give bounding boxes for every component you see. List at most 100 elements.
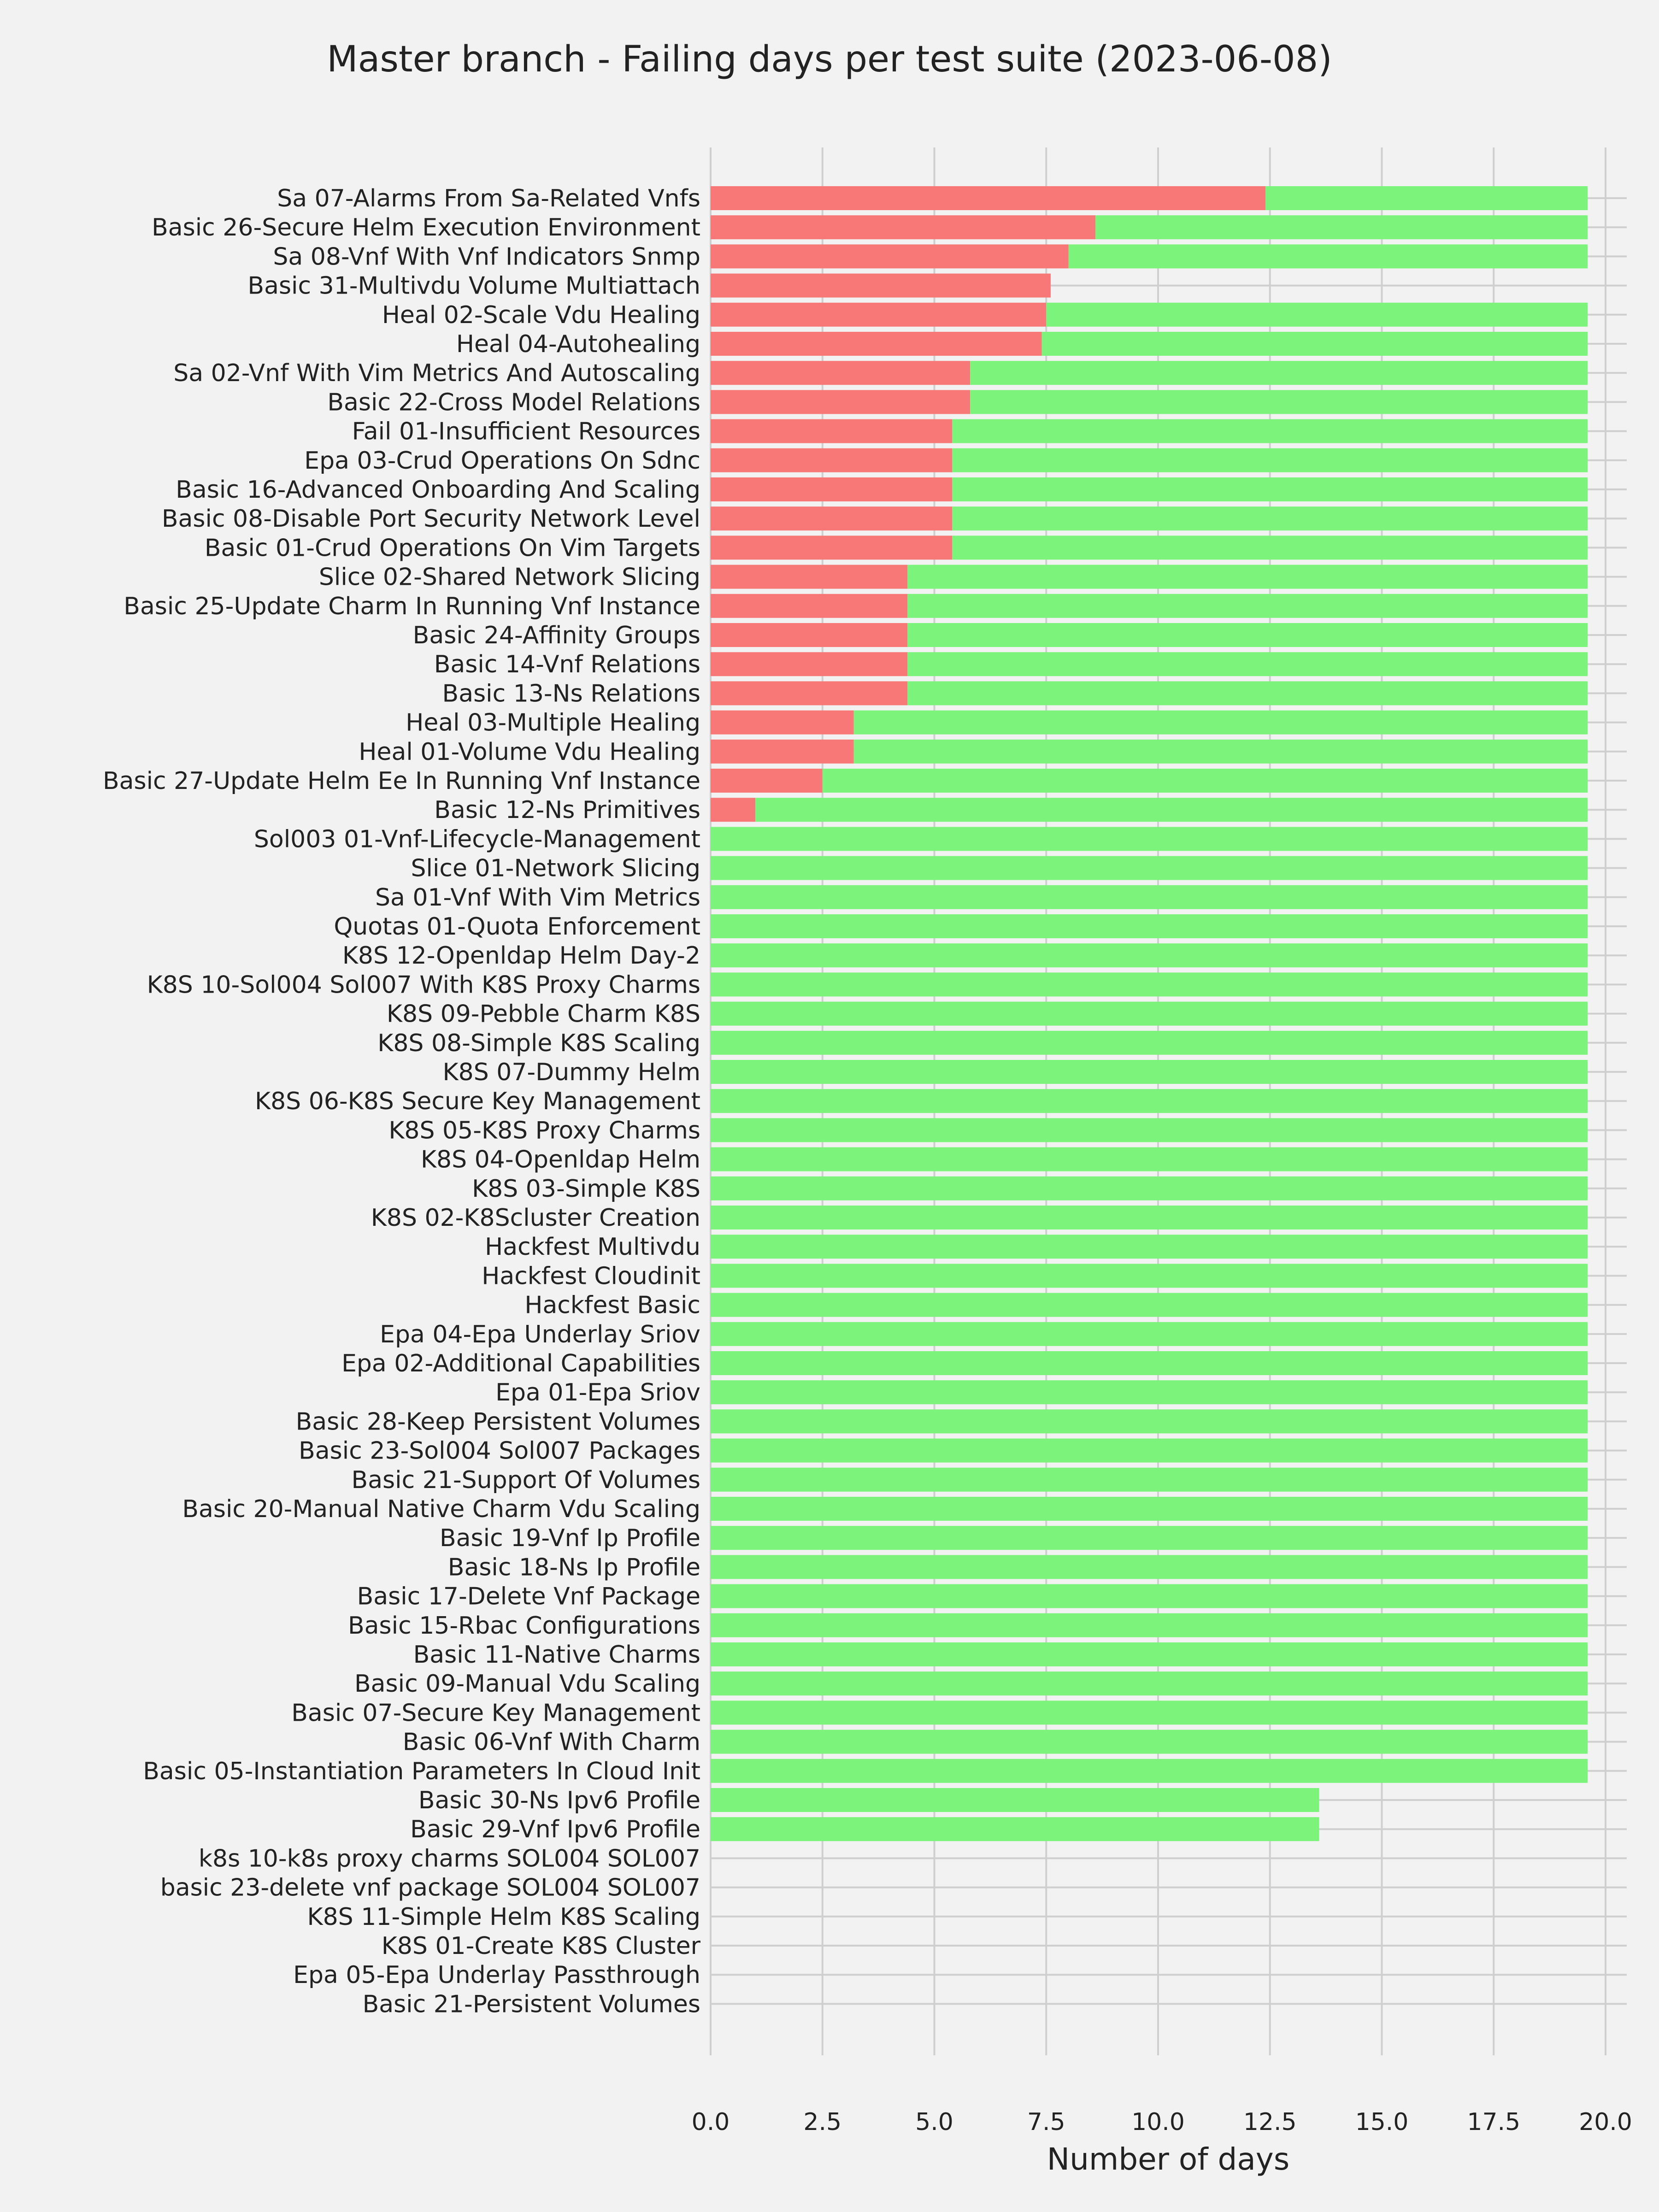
category-label: Hackfest Basic <box>524 1292 700 1319</box>
bar-failing <box>711 769 823 793</box>
x-tick-label: 20.0 <box>1579 2108 1632 2136</box>
category-label: Basic 30-Ns Ipv6 Profile <box>418 1787 700 1814</box>
bar-passing <box>755 798 1588 822</box>
bar-passing <box>952 506 1588 531</box>
bar-failing <box>711 419 953 443</box>
category-label: Slice 01-Network Slicing <box>411 855 701 882</box>
bar-failing <box>711 302 1047 327</box>
category-label: Epa 05-Epa Underlay Passthrough <box>293 1961 700 1989</box>
bar-passing <box>711 1730 1588 1754</box>
bar-failing <box>711 798 756 822</box>
bar-passing <box>711 1438 1588 1463</box>
bar-failing <box>711 361 971 385</box>
bar-failing <box>711 594 908 618</box>
category-label: Basic 13-Ns Relations <box>442 680 700 707</box>
category-label: Heal 01-Volume Vdu Healing <box>359 738 700 766</box>
bar-failing <box>711 710 854 735</box>
bar-failing <box>711 506 953 531</box>
bar-passing <box>1265 186 1588 210</box>
bar-passing <box>970 390 1588 414</box>
bar-passing <box>711 1700 1588 1725</box>
category-label: Hackfest Multivdu <box>485 1233 700 1261</box>
category-label: Heal 04-Autohealing <box>456 330 700 358</box>
bar-passing <box>711 1206 1588 1230</box>
category-label: k8s 10-k8s proxy charms SOL004 SOL007 <box>199 1845 700 1872</box>
category-label: Basic 22-Cross Model Relations <box>327 388 700 416</box>
bar-passing <box>711 1322 1588 1346</box>
bar-passing <box>711 972 1588 997</box>
category-label: K8S 10-Sol004 Sol007 With K8S Proxy Char… <box>147 971 700 999</box>
category-label: Basic 27-Update Helm Ee In Running Vnf I… <box>103 767 700 795</box>
bar-passing <box>711 885 1588 909</box>
bar-passing <box>711 943 1588 968</box>
category-label: Basic 31-Multivdu Volume Multiattach <box>247 272 700 300</box>
category-label: Basic 09-Manual Vdu Scaling <box>354 1670 700 1698</box>
category-label: K8S 04-Openldap Helm <box>421 1146 700 1174</box>
bar-failing <box>711 565 908 589</box>
x-tick-labels: 0.0 2.5 5.0 7.5 10.0 12.5 15.0 17.5 20.0 <box>692 2108 1632 2136</box>
bar-failing <box>711 215 1096 240</box>
category-label: K8S 06-K8S Secure Key Management <box>255 1088 700 1115</box>
category-label: Slice 02-Shared Network Slicing <box>319 564 700 591</box>
bar-failing <box>711 273 1051 298</box>
category-label: Basic 16-Advanced Onboarding And Scaling <box>176 476 700 504</box>
category-label: Heal 02-Scale Vdu Healing <box>382 301 700 329</box>
bar-passing <box>952 535 1588 560</box>
bar-passing <box>711 1030 1588 1055</box>
category-label: Basic 17-Delete Vnf Package <box>357 1583 700 1611</box>
category-label: K8S 12-Openldap Helm Day-2 <box>342 942 700 970</box>
category-label: Epa 03-Crud Operations On Sdnc <box>304 447 700 475</box>
bar-failing <box>711 652 908 677</box>
bar-failing <box>711 535 953 560</box>
bar-failing <box>711 681 908 706</box>
category-label: Basic 25-Update Charm In Running Vnf Ins… <box>124 593 700 620</box>
category-label: Basic 14-Vnf Relations <box>434 651 700 678</box>
category-label: Basic 29-Vnf Ipv6 Profile <box>410 1816 700 1843</box>
x-axis-label: Number of days <box>1047 2141 1290 2177</box>
bar-passing <box>711 1584 1588 1608</box>
category-label: Basic 21-Support Of Volumes <box>352 1466 700 1494</box>
x-tick-label: 0.0 <box>692 2108 730 2136</box>
bar-passing <box>711 1613 1588 1637</box>
category-label: Basic 18-Ns Ip Profile <box>448 1553 700 1581</box>
category-label: K8S 01-Create K8S Cluster <box>382 1932 701 1960</box>
bar-passing <box>711 1351 1588 1375</box>
bar-passing <box>1068 244 1588 269</box>
category-label: K8S 03-Simple K8S <box>472 1175 700 1203</box>
category-label: Basic 05-Instantiation Parameters In Clo… <box>143 1758 700 1785</box>
category-label: K8S 08-Simple K8S Scaling <box>377 1030 700 1057</box>
category-label: basic 23-delete vnf package SOL004 SOL00… <box>160 1874 700 1902</box>
bar-passing <box>711 856 1588 880</box>
bar-passing <box>711 1380 1588 1405</box>
bar-passing <box>711 1235 1588 1259</box>
category-label: K8S 11-Simple Helm K8S Scaling <box>307 1903 700 1931</box>
x-tick-label: 10.0 <box>1131 2108 1185 2136</box>
bar-passing <box>711 1147 1588 1171</box>
x-tick-label: 15.0 <box>1355 2108 1409 2136</box>
category-label: Basic 07-Secure Key Management <box>291 1699 700 1727</box>
bar-passing <box>907 681 1588 706</box>
x-tick-label: 12.5 <box>1243 2108 1297 2136</box>
bar-failing <box>711 448 953 472</box>
bar-passing <box>711 1467 1588 1492</box>
category-label: K8S 09-Pebble Charm K8S <box>387 1000 700 1028</box>
category-label: Sol003 01-Vnf-Lifecycle-Management <box>254 825 700 853</box>
category-label: Basic 26-Secure Helm Execution Environme… <box>152 214 700 241</box>
bar-passing <box>711 1176 1588 1200</box>
category-label: Basic 23-Sol004 Sol007 Packages <box>299 1437 700 1465</box>
category-label: Basic 12-Ns Primitives <box>434 796 700 824</box>
bar-failing <box>711 186 1266 210</box>
bar-passing <box>711 1526 1588 1550</box>
bar-failing <box>711 332 1042 356</box>
category-label: Sa 01-Vnf With Vim Metrics <box>375 884 700 912</box>
category-label: Epa 02-Additional Capabilities <box>341 1350 700 1377</box>
category-label: Hackfest Cloudinit <box>482 1262 700 1290</box>
bar-passing <box>970 361 1588 385</box>
bar-passing <box>907 652 1588 677</box>
bar-passing <box>711 1642 1588 1666</box>
bar-failing <box>711 390 971 414</box>
bar-passing <box>711 1497 1588 1521</box>
category-label: Sa 02-Vnf With Vim Metrics And Autoscali… <box>173 359 700 387</box>
